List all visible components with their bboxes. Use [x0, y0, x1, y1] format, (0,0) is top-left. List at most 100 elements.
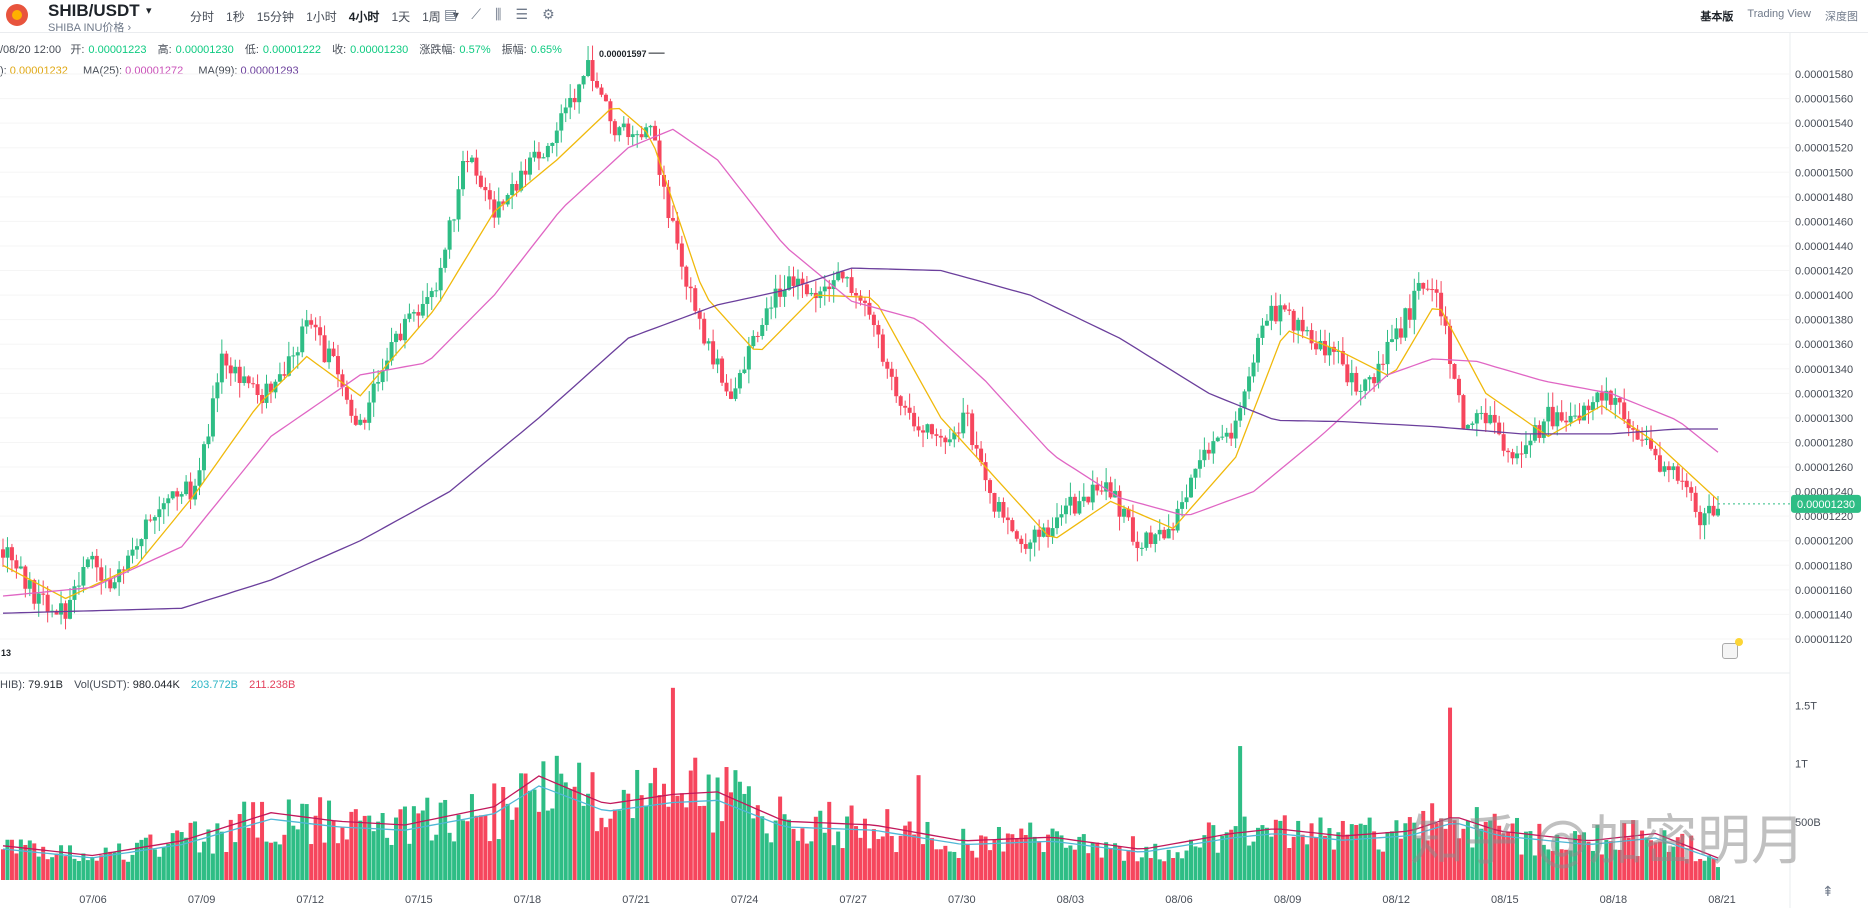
interval-1s[interactable]: 1秒 — [226, 10, 245, 24]
candle-body — [1162, 529, 1167, 539]
candle-body — [1519, 453, 1524, 455]
candle-body — [76, 585, 81, 587]
volume-bar — [795, 840, 800, 880]
volume-bar — [1068, 845, 1073, 880]
view-tradingview[interactable]: Trading View — [1747, 8, 1811, 20]
ma25-line — [2, 128, 1719, 597]
price-chart[interactable]: 0.00001580 0.00001560 0.00001540 0.00001520… — [0, 33, 1868, 908]
volume-bar — [385, 837, 390, 880]
calendar-icon[interactable]: ▤ — [444, 6, 458, 22]
candle-body — [67, 599, 72, 619]
interval-15m[interactable]: 15分钟 — [256, 10, 295, 24]
notification-icon[interactable] — [1722, 638, 1743, 659]
candle-body — [586, 60, 591, 77]
last-price-label: 0.00001230 — [1797, 499, 1855, 511]
candle-body — [260, 395, 265, 403]
pair-subtitle-link[interactable]: SHIBA INU价格 › — [48, 22, 132, 34]
candle-body — [1202, 449, 1207, 461]
volume-bar — [1242, 816, 1247, 880]
volume-bar — [282, 834, 287, 880]
candle-body — [300, 326, 305, 353]
candle-body — [340, 374, 345, 388]
interval-1d[interactable]: 1天 — [391, 10, 411, 24]
candle-body — [425, 297, 430, 304]
candle-body — [1331, 346, 1336, 352]
volume-bar — [804, 843, 809, 880]
candle-body — [1144, 532, 1149, 548]
candle-body — [1675, 466, 1680, 481]
candle-body — [201, 444, 206, 471]
volume-bar — [1206, 822, 1211, 880]
volume-bar — [532, 789, 537, 880]
pair-title[interactable]: SHIB/USDT — [48, 1, 140, 20]
view-depth[interactable]: 深度图 — [1825, 11, 1858, 23]
candle-body — [197, 470, 202, 486]
volume-bar — [313, 815, 318, 880]
volume-bar — [188, 822, 193, 880]
candle-body — [126, 555, 131, 571]
view-basic[interactable]: 基本版 — [1700, 11, 1734, 23]
candle-body — [921, 430, 926, 433]
volume-bar — [921, 844, 926, 880]
interval-timeline[interactable]: 分时 — [190, 10, 215, 24]
volume-bar — [376, 821, 381, 880]
volume-bar — [197, 852, 202, 880]
indicator-icon[interactable]: ☰ — [515, 6, 529, 22]
volume-bar — [349, 811, 354, 880]
candle-body — [880, 334, 885, 362]
candle-body — [1336, 350, 1341, 352]
volume-bar — [50, 857, 55, 880]
date-tick-label: 08/12 — [1382, 894, 1410, 906]
candle-body — [840, 271, 845, 279]
shib-logo-icon — [6, 4, 28, 26]
volume-bar — [1175, 852, 1180, 880]
interval-4h[interactable]: 4小时 — [348, 10, 380, 24]
ohlc-info: /08/20 12:00 开: 0.00001223 高: 0.00001230 低… — [0, 41, 570, 57]
scale-toggle-icon[interactable]: ⇞ — [1822, 883, 1834, 899]
volume-bar — [554, 755, 559, 880]
candle-body — [36, 593, 41, 604]
volume-bar — [702, 805, 707, 880]
candle-body — [653, 125, 658, 141]
settings-icon[interactable]: ⚙ — [542, 6, 555, 22]
volume-bar — [983, 836, 988, 880]
candle-body — [988, 480, 993, 493]
drawing-icon[interactable]: ⟋ — [471, 6, 482, 22]
interval-more-icon[interactable]: ▾ — [452, 8, 459, 22]
candle-body — [1211, 441, 1216, 454]
candle-body — [1702, 513, 1707, 526]
candle-body — [532, 151, 537, 158]
price-tick-label: 0.00001160 — [1795, 585, 1852, 597]
volume-bar — [894, 852, 899, 880]
volume-bar — [1657, 841, 1662, 880]
volume-bar — [1282, 815, 1287, 880]
volume-bar — [1653, 842, 1658, 880]
volume-bar — [1389, 831, 1394, 880]
volume-bar — [14, 853, 19, 880]
candle-type-icon[interactable]: ⫼ — [495, 6, 502, 22]
candle-body — [134, 546, 139, 550]
candle-body — [94, 555, 99, 568]
pair-dropdown-icon[interactable]: ▾ — [146, 5, 152, 17]
candle-body — [1135, 541, 1140, 549]
volume-bar — [90, 856, 95, 880]
volume-bar — [961, 828, 966, 880]
change-label: 涨跌幅: — [419, 44, 456, 56]
volume-bar — [1363, 824, 1368, 880]
interval-1w[interactable]: 1周 — [422, 10, 441, 24]
candle-body — [367, 402, 372, 423]
interval-1h[interactable]: 1小时 — [306, 10, 337, 24]
candle-body — [1622, 402, 1627, 420]
volume-bar — [353, 809, 358, 880]
candle-body — [175, 491, 180, 497]
candle-body — [970, 413, 975, 446]
candle-body — [693, 288, 698, 311]
candle-body — [1188, 477, 1193, 498]
candle-body — [889, 368, 894, 377]
volume-bar — [1555, 834, 1560, 880]
candle-body — [885, 361, 890, 369]
volume-ma2-line — [2, 775, 1719, 859]
volume-bar — [394, 817, 399, 880]
interval-selector: 分时 1秒 15分钟 1小时 4小时 1天 1周 ▾ — [190, 8, 471, 25]
candle-body — [99, 567, 104, 581]
